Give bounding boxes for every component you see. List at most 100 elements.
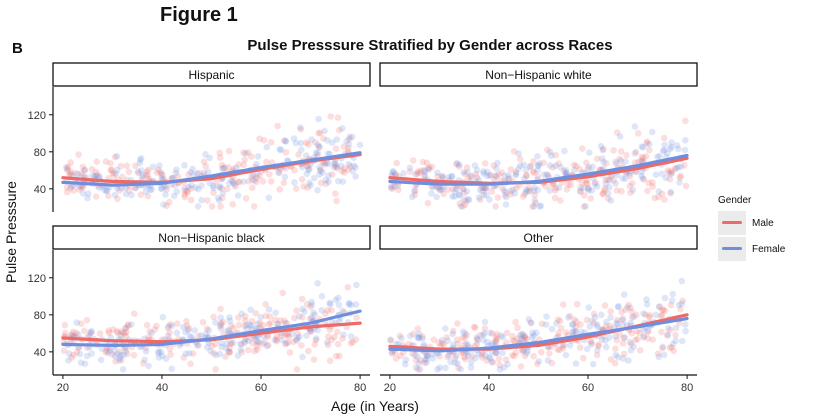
point: [667, 188, 675, 196]
point: [332, 160, 339, 168]
point: [661, 141, 668, 149]
point: [626, 172, 634, 180]
point: [459, 328, 467, 336]
point: [512, 170, 520, 178]
point: [629, 186, 637, 194]
point: [280, 179, 288, 187]
point: [210, 189, 217, 197]
point: [526, 187, 534, 195]
point: [528, 333, 536, 341]
point: [277, 146, 285, 154]
point: [465, 353, 472, 360]
point: [594, 155, 601, 163]
point: [568, 321, 576, 328]
point: [181, 187, 189, 195]
point: [662, 174, 670, 182]
point: [311, 341, 319, 348]
point: [305, 347, 312, 355]
point: [546, 148, 554, 156]
point: [281, 317, 288, 325]
point: [226, 317, 234, 325]
point: [308, 314, 315, 321]
point: [158, 185, 165, 192]
point: [63, 165, 71, 173]
point: [292, 139, 300, 147]
point: [445, 351, 453, 359]
point: [530, 169, 538, 176]
point: [331, 159, 339, 166]
point: [644, 187, 651, 195]
point: [496, 361, 504, 369]
point: [316, 171, 323, 178]
point: [464, 175, 472, 182]
point: [489, 339, 497, 347]
point: [488, 188, 496, 195]
point: [478, 184, 486, 191]
point: [481, 160, 489, 167]
point: [395, 186, 402, 194]
point: [449, 341, 457, 348]
point: [350, 162, 358, 170]
point: [165, 322, 172, 330]
point: [618, 187, 625, 195]
point: [572, 323, 580, 331]
point: [60, 347, 68, 355]
point: [482, 184, 490, 192]
point: [263, 143, 271, 151]
point: [451, 193, 459, 200]
point: [658, 312, 666, 319]
point: [677, 163, 685, 171]
point: [643, 296, 650, 303]
point: [340, 143, 348, 150]
point: [319, 169, 326, 176]
point: [464, 342, 472, 349]
point: [283, 319, 291, 327]
point: [581, 192, 588, 199]
point: [464, 169, 471, 176]
point: [472, 354, 479, 362]
legend-key-male: [718, 211, 746, 235]
point: [212, 178, 220, 186]
point: [139, 171, 147, 179]
point: [438, 340, 446, 347]
point: [571, 167, 578, 174]
point: [492, 337, 500, 344]
point: [483, 172, 491, 180]
point: [456, 191, 463, 199]
point: [341, 169, 348, 176]
point: [216, 184, 223, 191]
point: [557, 164, 565, 171]
point: [473, 174, 481, 181]
point: [244, 149, 252, 156]
point: [498, 332, 505, 339]
point: [149, 163, 157, 171]
point: [108, 351, 116, 358]
point: [613, 336, 621, 344]
point: [580, 354, 587, 362]
point: [113, 185, 121, 192]
point: [636, 329, 643, 337]
point: [644, 327, 652, 334]
point: [616, 133, 624, 140]
point: [461, 341, 468, 348]
point: [591, 180, 599, 188]
point: [405, 340, 413, 348]
point: [136, 156, 144, 164]
point: [532, 199, 539, 207]
point: [158, 185, 165, 192]
point: [121, 330, 128, 337]
point: [631, 150, 639, 157]
point: [330, 163, 338, 171]
point: [659, 344, 666, 352]
point: [202, 162, 209, 170]
point: [272, 309, 280, 317]
point: [530, 332, 538, 339]
point: [610, 147, 617, 154]
point: [212, 351, 220, 359]
point: [570, 161, 578, 169]
point: [248, 153, 255, 160]
point: [600, 145, 607, 153]
point: [292, 185, 300, 192]
point: [96, 330, 104, 337]
point: [235, 321, 243, 329]
